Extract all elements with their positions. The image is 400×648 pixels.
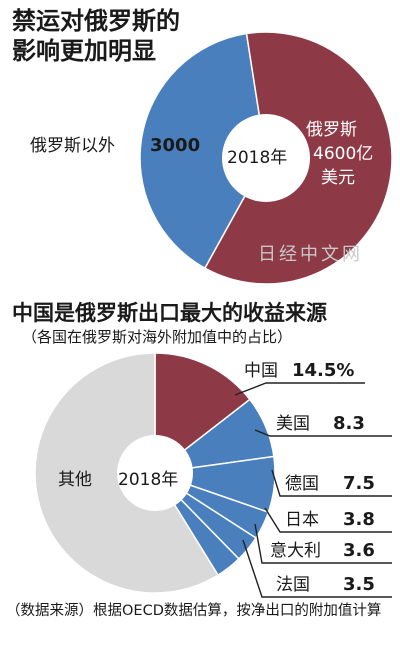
slice-label-germany: 德国 <box>285 474 319 494</box>
slice-value-china: 14.5% <box>292 360 355 381</box>
slice-label-usa: 美国 <box>276 414 310 434</box>
slice-label-outside-russia: 俄罗斯以外 <box>30 136 115 156</box>
leader-line-1 <box>254 429 392 437</box>
slice-unit-russia: 美元 <box>321 168 355 188</box>
slice-label-japan: 日本 <box>285 510 319 530</box>
chart1-title: 禁运对俄罗斯的影响更加明显 <box>12 7 180 65</box>
pie1-center-hole <box>222 114 310 202</box>
slice-label-other: 其他 <box>58 470 92 490</box>
leader-lines <box>234 382 392 598</box>
watermark-text: 日经中文网 <box>258 244 363 265</box>
leader-line-5 <box>242 539 392 598</box>
leader-line-2 <box>271 469 392 497</box>
slice-label-france: 法国 <box>276 575 310 595</box>
slice-value-japan: 3.8 <box>343 509 375 530</box>
leader-line-4 <box>254 523 392 564</box>
leader-line-0 <box>234 382 365 396</box>
pie2-slice-0 <box>154 352 251 475</box>
slice-value-germany: 7.5 <box>343 473 375 494</box>
pie-chart-1 <box>139 31 393 285</box>
pie1-slice-0 <box>139 32 267 270</box>
slice-value-france: 3.5 <box>343 574 375 595</box>
slice-value-italy: 3.6 <box>343 540 375 561</box>
slice-label-italy: 意大利 <box>270 541 321 561</box>
pie2-center-hole <box>117 435 193 511</box>
slice-value-usa: 8.3 <box>333 413 365 434</box>
slice-value-russia: 4600亿 <box>313 144 374 164</box>
slice-label-russia: 俄罗斯 <box>306 120 357 140</box>
slice-value-outside-russia: 3000 <box>150 135 201 156</box>
chart2-center-label: 2018年 <box>118 470 179 490</box>
slice-label-china: 中国 <box>244 361 278 381</box>
leader-line-3 <box>264 507 392 533</box>
pie-chart-2 <box>34 352 276 594</box>
chart1-center-label: 2018年 <box>227 148 288 168</box>
chart2-title: 中国是俄罗斯出口最大的收益来源 <box>12 301 327 325</box>
chart2-subtitle: （各国在俄罗斯对海外附加值中的占比） <box>22 328 293 346</box>
source-note: （数据来源）根据OECD数据估算，按净出口的附加值计算 <box>6 603 382 619</box>
